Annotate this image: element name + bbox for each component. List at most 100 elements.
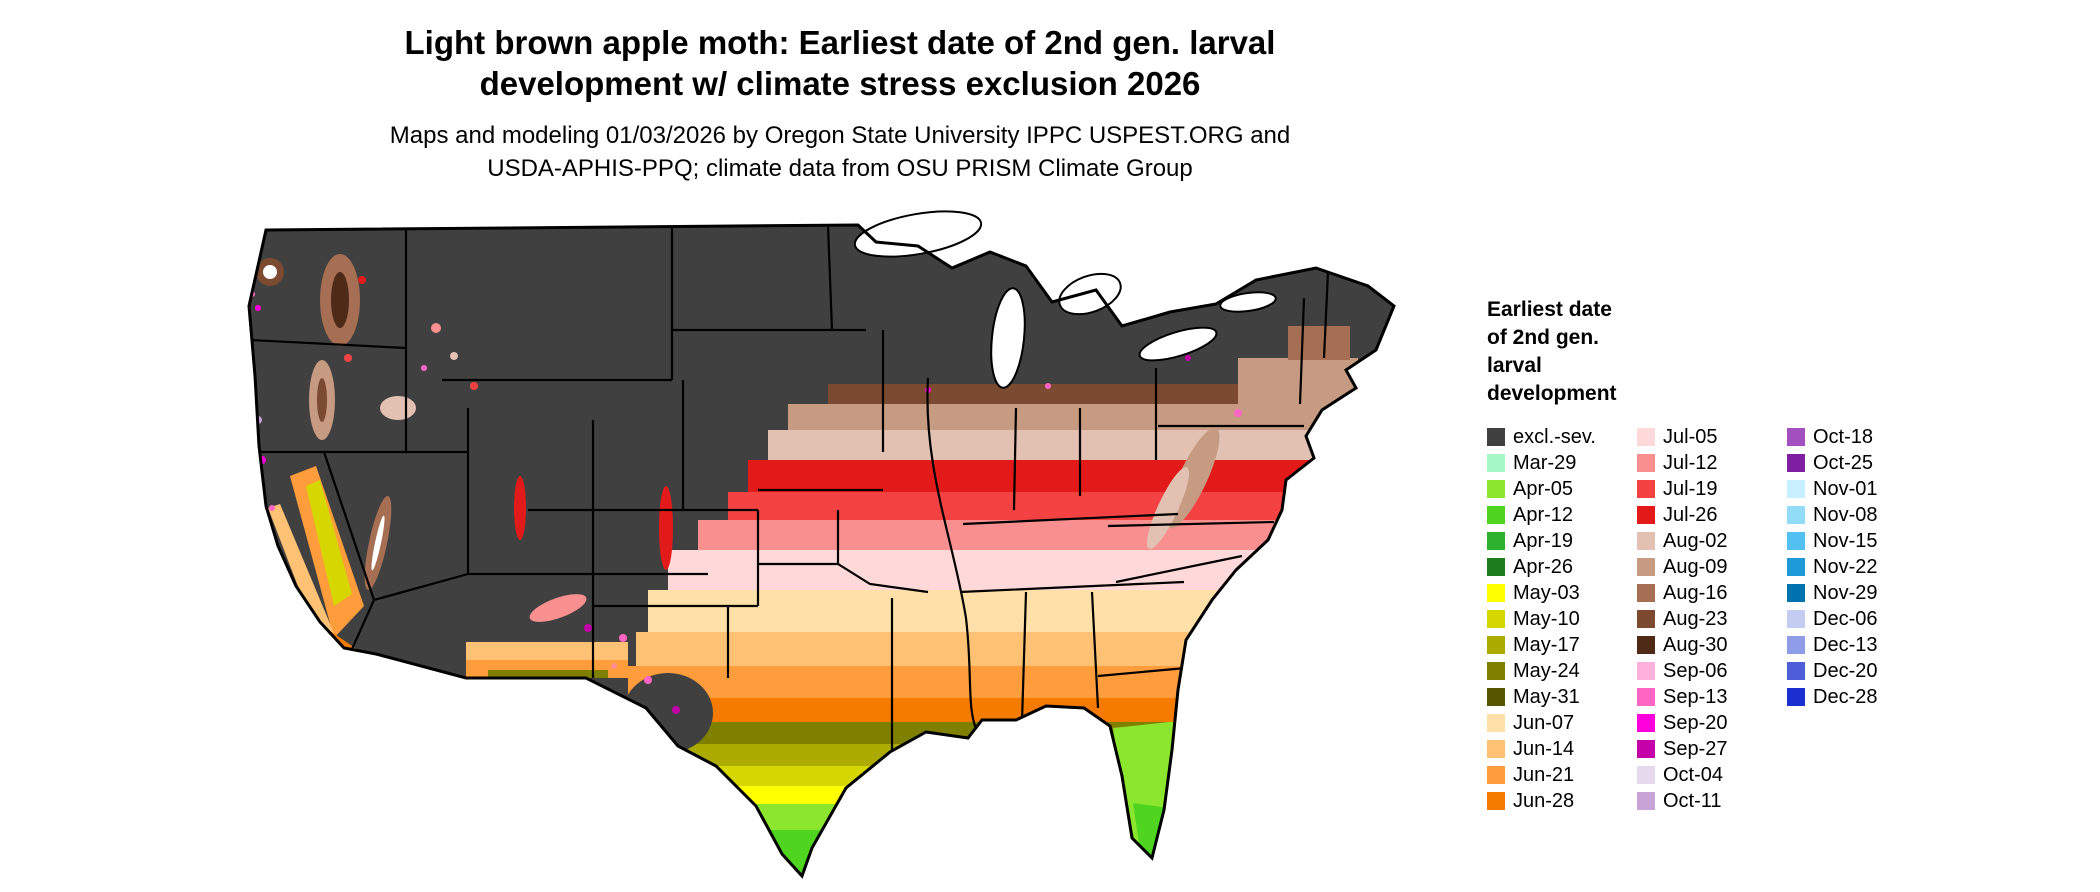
legend-entry-label: May-31 [1513, 685, 1580, 708]
legend-entry-label: Apr-26 [1513, 555, 1574, 578]
legend-color-swatch [1487, 610, 1505, 628]
legend-entry: Nov-08 [1787, 502, 1923, 528]
legend-color-swatch [1787, 636, 1805, 654]
legend-entry: Dec-13 [1787, 632, 1923, 658]
legend-color-swatch [1487, 662, 1505, 680]
legend-color-swatch [1487, 532, 1505, 550]
legend-column-3: Oct-18 Oct-25 Nov-01 Nov-08 [1787, 424, 1923, 814]
legend-color-swatch [1787, 506, 1805, 524]
legend-entry: Jun-28 [1487, 788, 1623, 814]
legend-entry-label: Nov-15 [1813, 529, 1878, 552]
legend-color-swatch [1637, 766, 1655, 784]
legend-color-swatch [1637, 584, 1655, 602]
legend-entry: excl.-sev. [1487, 424, 1623, 450]
legend-entry: Nov-15 [1787, 528, 1923, 554]
legend-entry-label: Oct-18 [1813, 425, 1874, 448]
legend-entry: Nov-29 [1787, 580, 1923, 606]
legend-entry: Aug-30 [1637, 632, 1773, 658]
legend-entry-label: Aug-23 [1663, 607, 1728, 630]
legend-color-swatch [1637, 740, 1655, 758]
legend-entry: Oct-11 [1637, 788, 1773, 814]
subtitle-line-2: USDA-APHIS-PPQ; climate data from OSU PR… [487, 155, 1193, 182]
legend-entry-label: Jul-05 [1663, 425, 1718, 448]
legend-color-swatch [1487, 740, 1505, 758]
legend-color-swatch [1487, 792, 1505, 810]
legend-entry-label: Oct-25 [1813, 451, 1874, 474]
legend-color-swatch [1487, 714, 1505, 732]
legend-color-swatch [1637, 480, 1655, 498]
legend-color-swatch [1487, 454, 1505, 472]
legend-color-swatch [1637, 636, 1655, 654]
legend-entry-label: Mar-29 [1513, 451, 1577, 474]
legend-column-2: Jul-05 Jul-12 Jul-19 Jul-26 [1637, 424, 1773, 814]
legend-entry: Apr-12 [1487, 502, 1623, 528]
subtitle-line-1: Maps and modeling 01/03/2026 by Oregon S… [389, 122, 1291, 149]
legend-entry: Mar-29 [1487, 450, 1623, 476]
legend-entry-label: May-24 [1513, 659, 1580, 682]
legend-entry: Sep-13 [1637, 684, 1773, 710]
legend-entry-label: Oct-04 [1663, 763, 1724, 786]
legend-color-swatch [1487, 506, 1505, 524]
legend-color-swatch [1487, 766, 1505, 784]
legend-color-swatch [1487, 584, 1505, 602]
legend-color-swatch [1787, 480, 1805, 498]
legend-color-swatch [1787, 558, 1805, 576]
us-map [228, 208, 1440, 884]
legend-entry: Jun-07 [1487, 710, 1623, 736]
legend-color-swatch [1787, 428, 1805, 446]
legend-entry: Dec-28 [1787, 684, 1923, 710]
legend-color-swatch [1787, 610, 1805, 628]
legend-entry: Sep-20 [1637, 710, 1773, 736]
legend-color-swatch [1787, 584, 1805, 602]
legend-color-swatch [1787, 662, 1805, 680]
legend-entry-label: May-10 [1513, 607, 1580, 630]
legend-entry-label: excl.-sev. [1513, 425, 1596, 448]
state-borders [249, 225, 1330, 754]
legend-entry: Dec-20 [1787, 658, 1923, 684]
page-title-line-1: Light brown apple moth: Earliest date of… [404, 24, 1276, 61]
legend-entry: May-10 [1487, 606, 1623, 632]
legend-entry: Sep-27 [1637, 736, 1773, 762]
legend-entry-label: Aug-09 [1663, 555, 1728, 578]
legend-entry: Apr-05 [1487, 476, 1623, 502]
legend-entry-label: Jul-26 [1663, 503, 1718, 526]
legend-entry-label: Apr-05 [1513, 477, 1574, 500]
legend-color-swatch [1637, 454, 1655, 472]
legend-entry-label: Jun-07 [1513, 711, 1575, 734]
legend-entry: Aug-23 [1637, 606, 1773, 632]
legend-entry-label: Nov-08 [1813, 503, 1878, 526]
legend-entry: Oct-04 [1637, 762, 1773, 788]
legend-entry-label: Apr-19 [1513, 529, 1574, 552]
legend-color-swatch [1637, 428, 1655, 446]
legend-color-swatch [1487, 688, 1505, 706]
legend-entry: Jul-19 [1637, 476, 1773, 502]
legend-entry-label: Apr-12 [1513, 503, 1574, 526]
legend-entry: Nov-22 [1787, 554, 1923, 580]
legend-color-swatch [1787, 454, 1805, 472]
legend-entry: Sep-06 [1637, 658, 1773, 684]
legend-columns: excl.-sev. Mar-29 Apr-05 Apr-12 [1487, 424, 1967, 814]
legend-entry-label: Sep-27 [1663, 737, 1728, 760]
legend-entry-label: Dec-13 [1813, 633, 1878, 656]
map-legend: Earliest date of 2nd gen. larval develop… [1487, 296, 1967, 814]
legend-entry-label: Sep-20 [1663, 711, 1728, 734]
legend-entry: May-03 [1487, 580, 1623, 606]
legend-entry-label: Dec-20 [1813, 659, 1878, 682]
legend-entry-label: May-03 [1513, 581, 1580, 604]
legend-color-swatch [1487, 558, 1505, 576]
legend-color-swatch [1637, 714, 1655, 732]
legend-color-swatch [1637, 532, 1655, 550]
map-header: Light brown apple moth: Earliest date of… [0, 22, 1680, 185]
legend-entry: Jul-26 [1637, 502, 1773, 528]
legend-entry: Oct-25 [1787, 450, 1923, 476]
legend-entry-label: Jun-14 [1513, 737, 1575, 760]
legend-color-swatch [1637, 610, 1655, 628]
legend-color-swatch [1637, 792, 1655, 810]
legend-entry: Aug-16 [1637, 580, 1773, 606]
legend-entry: May-17 [1487, 632, 1623, 658]
legend-color-swatch [1487, 428, 1505, 446]
legend-entry: Oct-18 [1787, 424, 1923, 450]
legend-color-swatch [1787, 688, 1805, 706]
legend-entry-label: Dec-28 [1813, 685, 1878, 708]
legend-color-swatch [1637, 688, 1655, 706]
